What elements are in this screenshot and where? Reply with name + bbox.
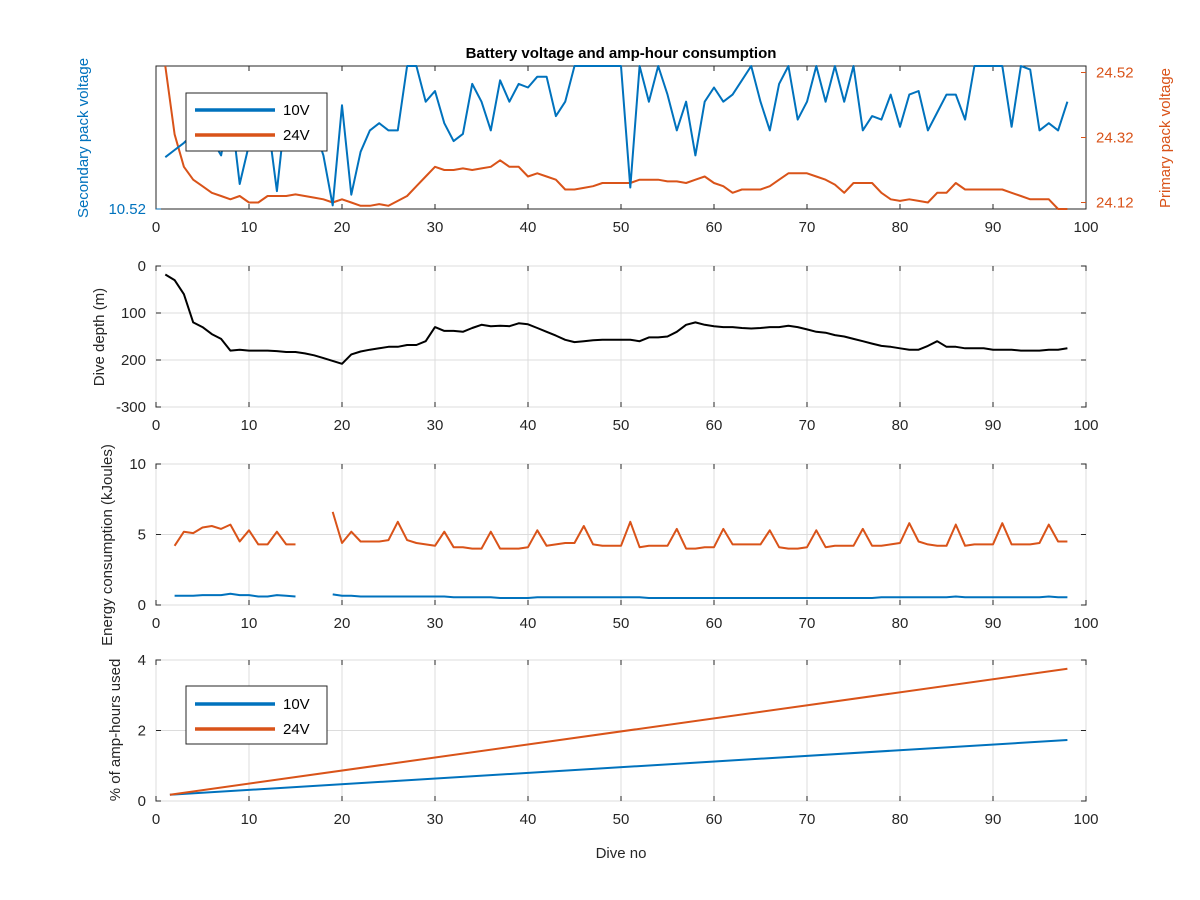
- x-tick-label: 30: [427, 219, 444, 236]
- x-tick-label: 60: [706, 811, 723, 828]
- series-line-24v: [169, 667, 1068, 796]
- energy-panel: 0 10 20 30 40 50 60 70 80 90 100 0 5 10 Energy consu…: [99, 444, 1099, 646]
- x-tick-label: 80: [892, 811, 909, 828]
- series-line-data: [174, 592, 1068, 599]
- x-tick-label: 60: [706, 417, 723, 434]
- primary-voltage-axis-label: Primary pack voltage: [1157, 68, 1174, 208]
- x-tick-label: 90: [985, 811, 1002, 828]
- legend-label-10v: 10V: [283, 102, 310, 119]
- energy-grid: [155, 463, 1087, 606]
- x-tick-label: 90: [985, 219, 1002, 236]
- amphour-axis-label: % of amp-hours used: [107, 659, 124, 802]
- voltage-left-y-ticks: 10.52: [108, 201, 161, 218]
- series-line-data: [173, 511, 1068, 550]
- x-tick-label: 30: [427, 615, 444, 632]
- x-tick-label: 0: [152, 417, 160, 434]
- depth-x-ticks: 0 10 20 30 40 50 60 70 80 90 100: [152, 266, 1099, 434]
- y-tick-label: 0: [138, 793, 146, 810]
- y-tick-label: 10.52: [108, 201, 146, 218]
- x-tick-label: 0: [152, 811, 160, 828]
- legend-box: [185, 685, 328, 745]
- amphour-panel: 0 10 20 30 40 50 60 70 80 90 100 0 2 4 % of amp-hour…: [107, 652, 1099, 862]
- x-tick-label: 50: [613, 615, 630, 632]
- legend-label-24v: 24V: [283, 721, 310, 738]
- depth-lines: [164, 273, 1068, 365]
- voltage-x-ticks: 0 10 20 30 40 50 60 70 80 90 100: [152, 66, 1099, 236]
- voltage-panel: Battery voltage and amp-hour consumption…: [75, 45, 1174, 236]
- depth-panel: 0 10 20 30 40 50 60 70 80 90 100 0 100 200 -300 Dive …: [91, 258, 1099, 434]
- y-tick-label: 5: [138, 527, 146, 544]
- x-tick-label: 100: [1073, 219, 1098, 236]
- energy-lines: [173, 511, 1068, 599]
- x-tick-label: 20: [334, 811, 351, 828]
- x-tick-label: 50: [613, 417, 630, 434]
- x-tick-label: 0: [152, 219, 160, 236]
- series-line-data: [164, 273, 1068, 365]
- y-tick-label: 10: [129, 456, 146, 473]
- y-tick-label: 4: [138, 652, 146, 669]
- x-tick-label: 100: [1073, 417, 1098, 434]
- x-tick-label: 50: [613, 219, 630, 236]
- x-tick-label: 30: [427, 417, 444, 434]
- x-tick-label: 40: [520, 615, 537, 632]
- y-tick-label: 24.52: [1096, 65, 1134, 82]
- x-tick-label: 0: [152, 615, 160, 632]
- series-line-24v: [164, 65, 1068, 210]
- amphour-y-ticks: 0 2 4: [138, 652, 1086, 810]
- y-tick-label: 24.12: [1096, 195, 1134, 212]
- x-tick-label: 80: [892, 219, 909, 236]
- x-tick-label: 50: [613, 811, 630, 828]
- series-line-10v: [169, 739, 1068, 796]
- x-tick-label: 100: [1073, 811, 1098, 828]
- y-tick-label: -300: [116, 399, 146, 416]
- y-tick-label: 100: [121, 305, 146, 322]
- x-tick-label: 90: [985, 615, 1002, 632]
- voltage-right-y-ticks: 24.12 24.32 24.52: [1081, 65, 1134, 212]
- x-tick-label: 40: [520, 417, 537, 434]
- x-tick-label: 70: [799, 219, 816, 236]
- x-tick-label: 80: [892, 615, 909, 632]
- depth-grid: [155, 265, 1087, 408]
- x-tick-label: 70: [799, 615, 816, 632]
- x-tick-label: 30: [427, 811, 444, 828]
- legend-box: [185, 92, 328, 152]
- y-tick-label: 24.32: [1096, 130, 1134, 147]
- x-tick-label: 60: [706, 219, 723, 236]
- y-tick-label: 2: [138, 723, 146, 740]
- y-tick-label: 0: [138, 597, 146, 614]
- amphour-legend: 10V 24V: [185, 685, 328, 745]
- legend-label-10v: 10V: [283, 696, 310, 713]
- x-axis-label: Dive no: [596, 845, 647, 862]
- amphour-x-ticks: 0 10 20 30 40 50 60 70 80 90 100: [152, 660, 1099, 828]
- x-tick-label: 80: [892, 417, 909, 434]
- amphour-lines: [169, 667, 1068, 796]
- x-tick-label: 90: [985, 417, 1002, 434]
- voltage-legend: 10V 24V: [185, 92, 328, 152]
- chart-title: Battery voltage and amp-hour consumption: [466, 45, 777, 62]
- x-tick-label: 10: [241, 811, 258, 828]
- x-tick-label: 40: [520, 219, 537, 236]
- energy-y-ticks: 0 5 10: [129, 456, 1086, 614]
- x-tick-label: 70: [799, 417, 816, 434]
- y-tick-label: 0: [138, 258, 146, 275]
- x-tick-label: 70: [799, 811, 816, 828]
- energy-x-ticks: 0 10 20 30 40 50 60 70 80 90 100: [152, 464, 1099, 632]
- x-tick-label: 20: [334, 417, 351, 434]
- x-tick-label: 100: [1073, 615, 1098, 632]
- secondary-voltage-axis-label: Secondary pack voltage: [75, 58, 92, 218]
- x-tick-label: 10: [241, 219, 258, 236]
- x-tick-label: 10: [241, 615, 258, 632]
- y-tick-label: 200: [121, 352, 146, 369]
- x-tick-label: 20: [334, 219, 351, 236]
- x-tick-label: 10: [241, 417, 258, 434]
- x-tick-label: 20: [334, 615, 351, 632]
- depth-y-ticks: 0 100 200 -300: [116, 258, 1086, 416]
- x-tick-label: 60: [706, 615, 723, 632]
- energy-axis-label: Energy consumption (kJoules): [99, 444, 116, 646]
- x-tick-label: 40: [520, 811, 537, 828]
- depth-axis-label: Dive depth (m): [91, 288, 108, 386]
- legend-label-24v: 24V: [283, 127, 310, 144]
